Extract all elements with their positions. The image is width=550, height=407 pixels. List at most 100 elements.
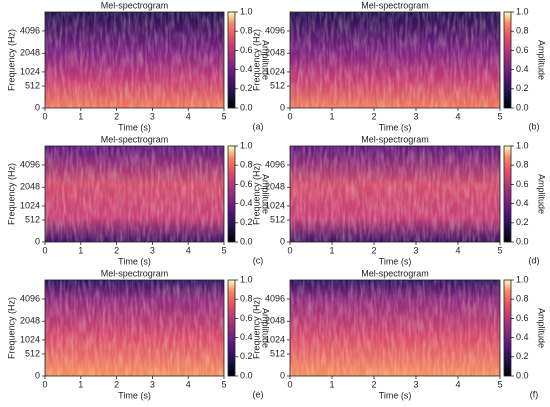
y-axis-label: Frequency (Hz) xyxy=(251,29,261,91)
colorbar-tick-label: 0.2 xyxy=(240,217,253,227)
colorbar-tick-label: 1.0 xyxy=(240,6,253,16)
colorbar-tick-label: 1.0 xyxy=(516,274,529,284)
colorbar-tick-label: 0.0 xyxy=(240,370,253,380)
colorbar-label: Amplitude xyxy=(537,174,547,214)
x-tick-label: 1 xyxy=(329,111,334,121)
y-tick-label: 1024 xyxy=(20,200,40,210)
y-tick-label: 0 xyxy=(35,370,40,380)
x-tick-label: 5 xyxy=(221,245,226,255)
panel-label: (d) xyxy=(529,255,540,265)
panel-label: (f) xyxy=(530,389,539,399)
colorbar xyxy=(227,145,236,243)
y-axis-label: Frequency (Hz) xyxy=(251,163,261,225)
colorbar-tick-label: 0.8 xyxy=(516,26,529,36)
colorbar-tick-label: 0.2 xyxy=(240,83,253,93)
plot-frame xyxy=(44,11,225,109)
x-tick-label: 5 xyxy=(221,111,226,121)
x-tick-label: 4 xyxy=(186,379,191,389)
colorbar xyxy=(503,11,512,109)
x-tick-label: 0 xyxy=(287,379,292,389)
y-tick-label: 1024 xyxy=(265,200,285,210)
panel-title: Mel-spectrogram xyxy=(361,134,429,144)
y-tick-label: 4096 xyxy=(20,293,40,303)
colorbar-tick-label: 0.0 xyxy=(516,236,529,246)
x-axis-label: Time (s) xyxy=(379,390,412,400)
y-tick-label: 2048 xyxy=(265,48,285,58)
panel: Mel-spectrogram 0 1 2 3 4 5 0 512 1024 2048 4096 Tim… xyxy=(6,0,270,132)
x-tick-label: 2 xyxy=(371,111,376,121)
y-axis-label: Frequency (Hz) xyxy=(6,29,16,91)
x-tick-label: 3 xyxy=(413,245,418,255)
y-tick-label: 1024 xyxy=(265,334,285,344)
y-tick-label: 512 xyxy=(270,214,285,224)
x-tick-label: 1 xyxy=(329,379,334,389)
colorbar-tick-label: 0.6 xyxy=(516,179,529,189)
colorbar-tick-label: 1.0 xyxy=(516,6,529,16)
x-axis-label: Time (s) xyxy=(379,122,412,132)
y-tick-label: 2048 xyxy=(265,316,285,326)
colorbar-label: Amplitude xyxy=(261,40,271,80)
y-tick-label: 2048 xyxy=(20,48,40,58)
colorbar-tick-label: 0.2 xyxy=(516,83,529,93)
plot-frame xyxy=(44,145,225,243)
x-tick-label: 0 xyxy=(42,379,47,389)
colorbar-tick-label: 0.8 xyxy=(516,160,529,170)
colorbar xyxy=(227,11,236,109)
y-tick-label: 0 xyxy=(280,236,285,246)
x-tick-label: 4 xyxy=(455,379,460,389)
colorbar-tick-label: 0.4 xyxy=(240,198,253,208)
y-tick-label: 512 xyxy=(270,348,285,358)
plot-frame xyxy=(289,145,501,243)
plot-frame xyxy=(289,279,501,377)
y-tick-label: 4096 xyxy=(265,25,285,35)
colorbar-tick-label: 0.0 xyxy=(240,102,253,112)
colorbar-tick-label: 0.2 xyxy=(516,351,529,361)
y-tick-label: 4096 xyxy=(265,293,285,303)
y-tick-label: 0 xyxy=(280,102,285,112)
y-tick-label: 1024 xyxy=(265,66,285,76)
x-tick-label: 2 xyxy=(114,111,119,121)
x-tick-label: 2 xyxy=(371,379,376,389)
x-tick-label: 4 xyxy=(455,245,460,255)
colorbar-tick-label: 0.8 xyxy=(240,26,253,36)
x-tick-label: 1 xyxy=(78,245,83,255)
x-tick-label: 5 xyxy=(497,379,502,389)
spectrogram-texture xyxy=(290,146,500,242)
y-tick-label: 512 xyxy=(25,80,40,90)
x-tick-label: 0 xyxy=(287,245,292,255)
colorbar-tick-label: 0.2 xyxy=(516,217,529,227)
x-tick-label: 3 xyxy=(150,245,155,255)
panel-title: Mel-spectrogram xyxy=(361,0,429,10)
colorbar-tick-label: 0.6 xyxy=(516,313,529,323)
colorbar-tick-label: 0.4 xyxy=(240,64,253,74)
y-tick-label: 2048 xyxy=(20,182,40,192)
colorbar-tick-label: 0.0 xyxy=(516,370,529,380)
x-tick-label: 3 xyxy=(413,111,418,121)
colorbar-tick-label: 0.8 xyxy=(240,160,253,170)
colorbar-tick-label: 0.0 xyxy=(240,236,253,246)
x-tick-label: 2 xyxy=(114,379,119,389)
colorbar-tick-label: 0.4 xyxy=(516,198,529,208)
colorbar-tick-label: 0.8 xyxy=(240,294,253,304)
y-tick-label: 2048 xyxy=(265,182,285,192)
x-tick-label: 4 xyxy=(186,245,191,255)
y-tick-label: 4096 xyxy=(20,159,40,169)
colorbar-tick-label: 1.0 xyxy=(240,274,253,284)
x-tick-label: 4 xyxy=(186,111,191,121)
colorbar-label: Amplitude xyxy=(537,40,547,80)
plot-frame xyxy=(44,279,225,377)
x-axis-label: Time (s) xyxy=(118,122,151,132)
panel-title: Mel-spectrogram xyxy=(101,0,169,10)
colorbar-tick-label: 0.6 xyxy=(240,313,253,323)
y-tick-label: 0 xyxy=(35,236,40,246)
colorbar-label: Amplitude xyxy=(537,308,547,348)
colorbar-tick-label: 0.0 xyxy=(516,102,529,112)
panel-title: Mel-spectrogram xyxy=(101,268,169,278)
panel-label: (b) xyxy=(529,121,540,131)
x-tick-label: 5 xyxy=(221,379,226,389)
x-tick-label: 5 xyxy=(497,111,502,121)
y-axis-label: Frequency (Hz) xyxy=(6,163,16,225)
y-tick-label: 1024 xyxy=(20,334,40,344)
panel-label: (e) xyxy=(253,389,264,399)
